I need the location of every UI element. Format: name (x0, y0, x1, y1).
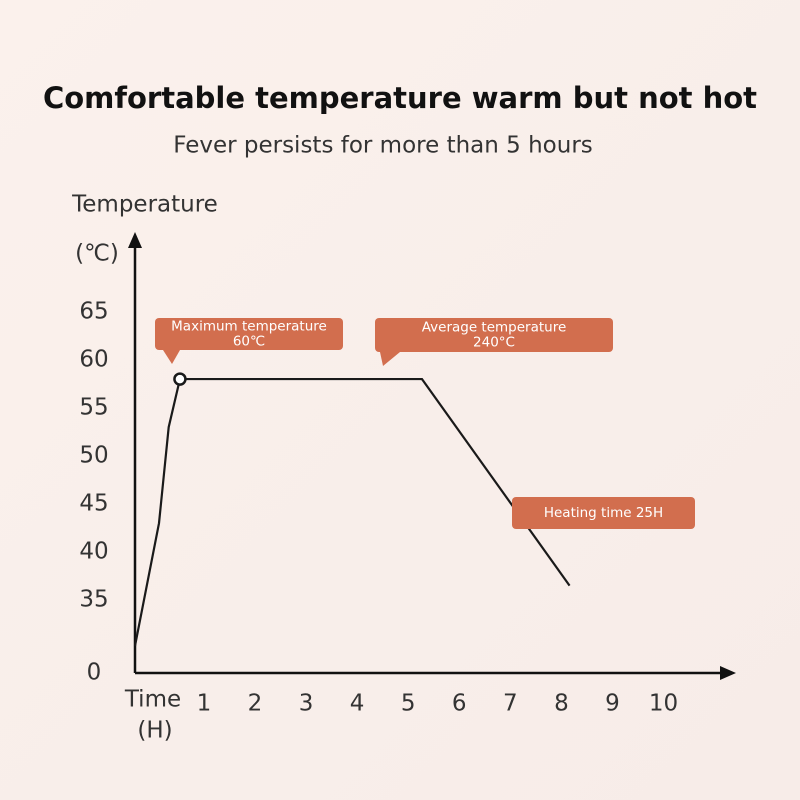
x-tick-label: 5 (401, 691, 416, 717)
annotation-text: Maximum temperature (171, 319, 327, 335)
annotation-tail (163, 350, 180, 364)
y-tick-label: 55 (79, 394, 108, 420)
x-tick-label: 10 (649, 691, 678, 717)
x-axis-arrow (720, 666, 736, 680)
annotation-text: Average temperature (422, 320, 567, 336)
y-tick-label: 65 (79, 298, 108, 324)
y-axis-label: Temperature (71, 192, 218, 218)
x-tick-label: 8 (554, 691, 569, 717)
x-axis-unit: (H) (137, 718, 172, 744)
x-tick-label: 2 (248, 691, 263, 717)
x-tick-label: 3 (299, 691, 314, 717)
y-axis-unit: (℃) (75, 241, 119, 267)
x-tick-label: 7 (503, 691, 518, 717)
y-axis-arrow (128, 232, 142, 248)
y-tick-label: 60 (79, 346, 108, 372)
x-tick-label: 6 (452, 691, 467, 717)
max-marker (173, 372, 187, 386)
annotation-box (375, 318, 613, 352)
x-tick-label: 4 (350, 691, 365, 717)
x-tick-label: 1 (197, 691, 212, 717)
annotation-text: 60℃ (233, 334, 265, 350)
y-tick-label: 45 (79, 490, 108, 516)
x-axis-label: Time (124, 687, 181, 713)
chart-subtitle: Fever persists for more than 5 hours (173, 133, 593, 159)
data-line (133, 377, 571, 647)
annotation-box (155, 318, 343, 350)
x-tick-label: 9 (605, 691, 620, 717)
y-tick-label: 35 (79, 587, 108, 613)
annotation-tail (380, 352, 400, 366)
y-tick-label: 0 (87, 660, 102, 686)
chart-title: Comfortable temperature warm but not hot (43, 81, 757, 115)
annotation-text: 240°C (473, 335, 515, 351)
annotation-box (512, 497, 695, 529)
y-tick-label: 50 (79, 442, 108, 468)
annotation-text: Heating time 25H (544, 505, 663, 521)
y-tick-label: 40 (79, 538, 108, 564)
